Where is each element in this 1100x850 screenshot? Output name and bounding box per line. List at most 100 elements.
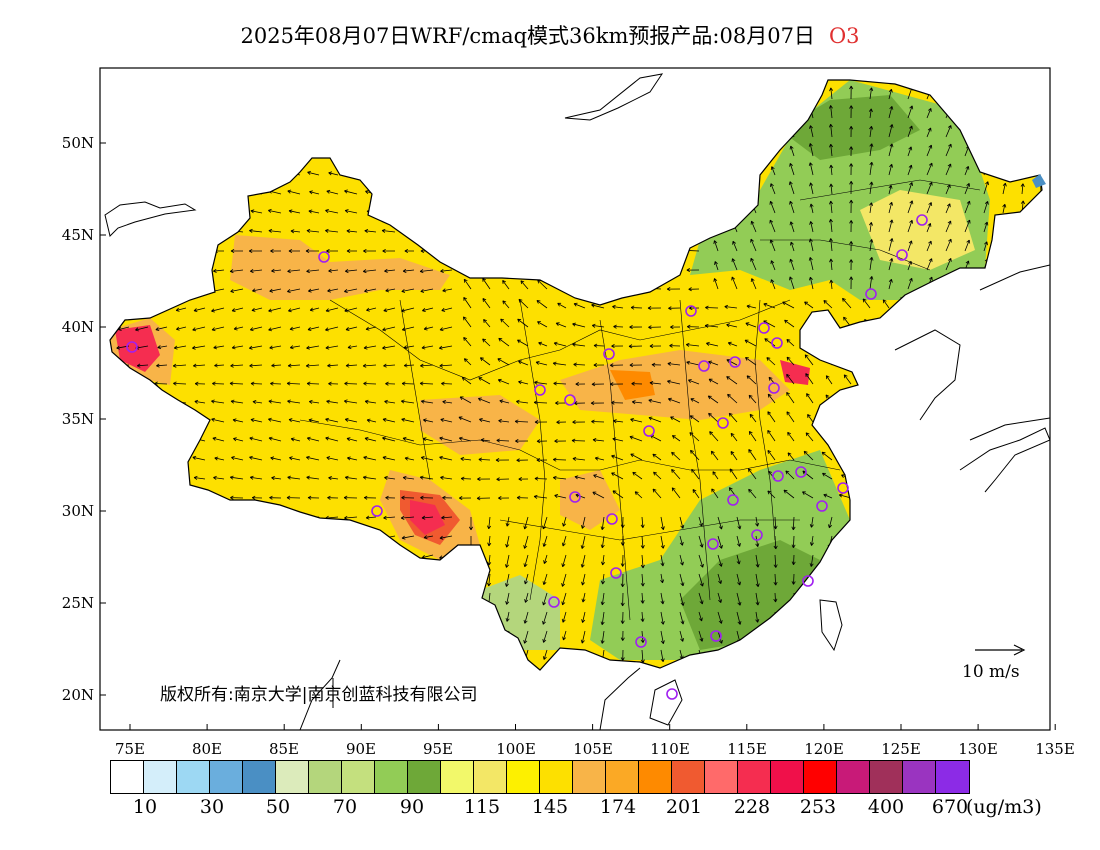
station-marker (643, 425, 655, 437)
lat-label-40n: 40N (61, 318, 94, 336)
colorbar-swatch (903, 761, 936, 793)
colorbar-swatch (672, 761, 705, 793)
station-marker (717, 417, 729, 429)
colorbar-swatch (606, 761, 639, 793)
colorbar-swatch (540, 761, 573, 793)
colorbar-swatch (507, 761, 540, 793)
station-marker (865, 288, 877, 300)
colorbar-label: 174 (599, 796, 637, 818)
colorbar-swatch (276, 761, 309, 793)
colorbar-swatch (870, 761, 903, 793)
station-marker (768, 382, 780, 394)
station-marker (772, 470, 784, 482)
lat-label-20n: 20N (61, 686, 94, 704)
station-marker (802, 575, 814, 587)
station-marker (916, 214, 928, 226)
colorbar-label: 70 (332, 796, 358, 818)
station-marker (371, 505, 383, 517)
colorbar-swatch (177, 761, 210, 793)
lon-label-85e: 85E (268, 740, 300, 758)
colorbar-swatch (837, 761, 870, 793)
station-marker (610, 567, 622, 579)
colorbar-swatch (243, 761, 276, 793)
colorbar-label: 228 (733, 796, 771, 818)
colorbar-swatch (705, 761, 738, 793)
colorbar-swatch (210, 761, 243, 793)
colorbar-label: 30 (199, 796, 225, 818)
station-marker (771, 337, 783, 349)
colorbar-swatch (474, 761, 507, 793)
province-borders (299, 179, 981, 621)
station-marker (318, 251, 330, 263)
colorbar-swatch (342, 761, 375, 793)
colorbar-swatch (111, 761, 144, 793)
colorbar-swatch (441, 761, 474, 793)
map-frame (99, 67, 1051, 731)
copyright-text: 版权所有:南京大学|南京创蓝科技有限公司 (160, 685, 478, 705)
colorbar-label: 253 (799, 796, 837, 818)
colorbar-swatch (738, 761, 771, 793)
station-marker (569, 491, 581, 503)
station-marker (837, 482, 849, 494)
coastlines-neighbors (104, 73, 1050, 730)
station-marker (758, 322, 770, 334)
pollutant-label: O3 (828, 24, 860, 48)
station-marker (548, 596, 560, 608)
station-marker (816, 500, 828, 512)
colorbar-unit: (ug/m3) (966, 796, 1042, 818)
colorbar-swatch (936, 761, 969, 793)
colorbar-label: 115 (463, 796, 501, 818)
lon-label-130e: 130E (958, 740, 998, 758)
station-marker (751, 529, 763, 541)
colorbar-label: 400 (867, 796, 905, 818)
colorbar-swatch (408, 761, 441, 793)
colorbar-swatch (144, 761, 177, 793)
reference-arrow-icon (975, 644, 1026, 656)
lon-label-100e: 100E (496, 740, 536, 758)
colorbar-swatch (771, 761, 804, 793)
station-marker (635, 636, 647, 648)
lon-label-75e: 75E (114, 740, 146, 758)
lat-label-35n: 35N (61, 410, 94, 428)
station-marker (534, 384, 546, 396)
station-marker (606, 513, 618, 525)
colorbar-swatch (573, 761, 606, 793)
axis-ticks (100, 142, 1056, 730)
station-marker (698, 360, 710, 372)
station-marker (795, 466, 807, 478)
colorbar-label: 145 (531, 796, 569, 818)
station-marker (126, 341, 138, 353)
station-marker (685, 305, 697, 317)
colorbar-swatch (309, 761, 342, 793)
lon-label-95e: 95E (422, 740, 454, 758)
colorbar-label: 90 (399, 796, 425, 818)
colorbar-label: 201 (665, 796, 703, 818)
colorbar-swatch (639, 761, 672, 793)
colorbar-swatch (375, 761, 408, 793)
station-marker (710, 630, 722, 642)
station-marker (727, 494, 739, 506)
title-text: 2025年08月07日WRF/cmaq模式36km预报产品:08月07日 (240, 24, 815, 48)
colorbar (110, 760, 970, 794)
station-marker (729, 356, 741, 368)
wind-reference-label: 10 m/s (962, 662, 1020, 682)
lon-label-125e: 125E (881, 740, 921, 758)
lon-label-115e: 115E (727, 740, 767, 758)
forecast-map (99, 67, 1056, 731)
station-marker (564, 394, 576, 406)
lat-label-45n: 45N (61, 226, 94, 244)
lon-label-90e: 90E (345, 740, 377, 758)
lon-label-120e: 120E (804, 740, 844, 758)
station-marker (603, 348, 615, 360)
station-marker (707, 538, 719, 550)
colorbar-label: 670 (931, 796, 969, 818)
colorbar-label: 50 (265, 796, 291, 818)
colorbar-swatch (804, 761, 837, 793)
station-marker (666, 688, 678, 700)
lon-label-105e: 105E (573, 740, 613, 758)
lon-label-135e: 135E (1035, 740, 1075, 758)
lat-label-25n: 25N (61, 594, 94, 612)
lat-label-30n: 30N (61, 502, 94, 520)
colorbar-label: 10 (132, 796, 158, 818)
lon-label-110e: 110E (650, 740, 690, 758)
